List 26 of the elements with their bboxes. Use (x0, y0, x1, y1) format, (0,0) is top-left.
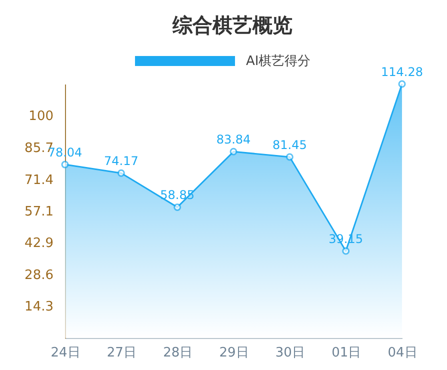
point (342, 247, 350, 255)
x-tick-label: 28日 (163, 346, 193, 360)
y-tick-label: 57.1 (24, 204, 54, 220)
x-tick-label: 04日 (388, 346, 418, 360)
data-label: 114.28 (381, 65, 423, 79)
y-tick-label: 71.4 (24, 172, 54, 188)
point (174, 203, 182, 211)
y-tick-label: 100 (28, 109, 54, 124)
y-tick-label: 28.6 (24, 268, 54, 283)
y-tick-label: 42.9 (24, 236, 54, 252)
x-tick-label: 01日 (332, 346, 362, 360)
point (230, 148, 238, 156)
chart-title: 综合棋艺概览 (172, 13, 292, 37)
x-tick-label: 27日 (106, 346, 136, 360)
x-tick-label: 30日 (275, 346, 305, 360)
x-tick-label: 24日 (50, 346, 80, 360)
point (61, 160, 69, 168)
point (398, 80, 406, 88)
point (117, 169, 125, 177)
x-tick-label: 29日 (219, 346, 249, 360)
data-label: 83.84 (216, 132, 251, 147)
data-label: 74.17 (104, 154, 138, 168)
y-tick-label: 14.3 (24, 300, 54, 315)
point (286, 153, 294, 161)
text: AI棋艺得分 (246, 54, 311, 69)
data-label: 81.45 (272, 138, 307, 152)
